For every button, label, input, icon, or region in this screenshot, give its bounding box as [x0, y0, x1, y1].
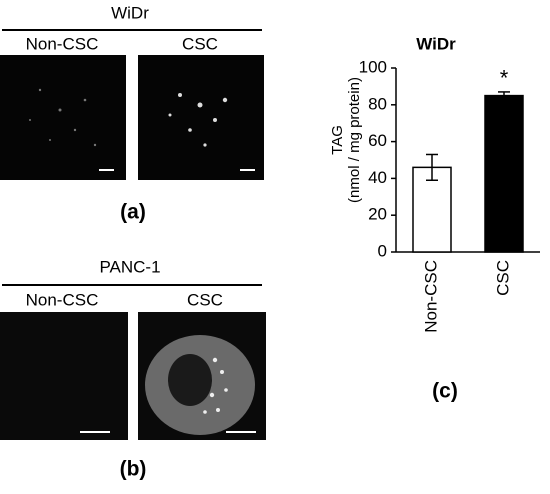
chart-title: WiDr: [416, 34, 456, 53]
nucleus: [168, 354, 212, 406]
bar: [484, 94, 524, 253]
panel-title: PANC-1: [99, 257, 160, 276]
micrograph: [0, 312, 128, 440]
lipid-droplets: [168, 93, 228, 147]
x-tick-label: CSC: [493, 260, 512, 296]
error-bar: [498, 91, 510, 101]
lipid-droplets: [203, 357, 228, 414]
cell-texture: [29, 88, 97, 147]
panel-label: (a): [120, 201, 146, 224]
y-tick-label: 0: [378, 241, 387, 260]
panel-label: (b): [120, 458, 147, 481]
image-label: CSC: [182, 34, 218, 53]
panel-title: WiDr: [111, 3, 149, 22]
significance-marker: *: [500, 66, 509, 91]
micrograph: [138, 55, 264, 180]
y-tick-label: 80: [368, 94, 387, 113]
micrograph: [0, 55, 126, 180]
panel-label: (c): [432, 380, 458, 403]
y-axis-label: (nmol / mg protein): [346, 77, 363, 203]
y-tick-label: 100: [359, 57, 387, 76]
image-label: Non-CSC: [26, 290, 99, 309]
bar: [412, 166, 452, 253]
y-tick-label: 40: [368, 168, 387, 187]
y-tick-label: 60: [368, 131, 387, 150]
error-bar: [426, 153, 438, 181]
image-label: Non-CSC: [26, 34, 99, 53]
image-label: CSC: [187, 290, 223, 309]
x-tick-label: Non-CSC: [421, 260, 440, 333]
y-axis-label: TAG: [329, 125, 346, 155]
y-tick-label: 20: [368, 205, 387, 224]
